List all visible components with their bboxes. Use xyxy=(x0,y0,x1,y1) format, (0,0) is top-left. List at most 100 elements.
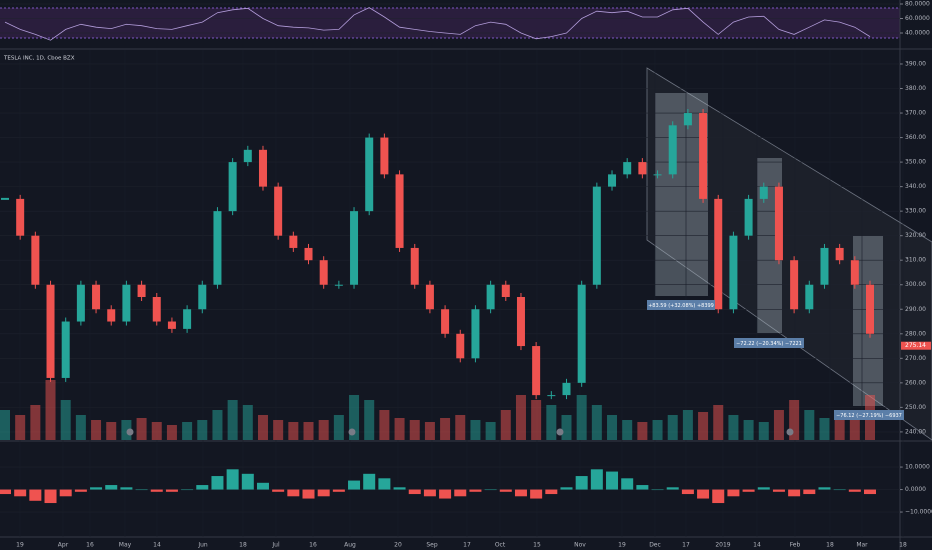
volume-bar xyxy=(394,418,405,440)
macd-bar xyxy=(241,473,254,490)
x-tick-label: Nov xyxy=(574,542,586,549)
y-tick-label: 340.00 xyxy=(905,183,926,190)
volume-bar xyxy=(607,415,618,440)
y-tick-label: 330.00 xyxy=(905,208,926,215)
macd-bar xyxy=(530,489,543,499)
y-tick-label: 360.00 xyxy=(905,134,926,141)
candle xyxy=(774,186,783,261)
candle xyxy=(213,211,222,285)
candle xyxy=(547,395,556,397)
chart-title: TESLA INC, 1D, Cboe BZX xyxy=(3,56,75,62)
macd-bar xyxy=(59,489,72,497)
volume-bar xyxy=(758,422,769,440)
macd-bar xyxy=(484,489,497,491)
candle xyxy=(1,197,9,200)
volume-bar xyxy=(622,420,633,440)
candle xyxy=(258,149,267,187)
volume-bar xyxy=(591,405,602,440)
y-tick-label: 280.00 xyxy=(905,330,926,337)
volume-bar xyxy=(197,420,208,440)
candle xyxy=(289,235,298,248)
macd-bar xyxy=(818,487,831,490)
x-tick-label: 18 xyxy=(239,542,247,549)
volume-bar xyxy=(789,400,800,440)
macd-bar xyxy=(272,489,285,492)
macd-bar xyxy=(105,485,118,490)
macd-bar xyxy=(848,489,861,492)
x-tick-label: 2019 xyxy=(715,542,730,549)
macd-bar xyxy=(651,489,664,491)
volume-bar xyxy=(91,420,102,440)
volume-bar xyxy=(728,415,739,440)
x-tick-label: 17 xyxy=(463,542,471,549)
candle xyxy=(441,309,450,334)
y-tick-label: 40.0000 xyxy=(905,29,930,36)
y-tick-label: 350.00 xyxy=(905,159,926,166)
macd-bar xyxy=(74,489,87,492)
candle xyxy=(729,235,738,310)
macd-bar xyxy=(712,489,725,504)
volume-bar xyxy=(849,415,860,440)
volume-bar xyxy=(713,405,724,440)
candle xyxy=(820,247,829,285)
candle xyxy=(714,198,723,310)
candle xyxy=(365,137,374,212)
macd-bar xyxy=(378,478,391,490)
last-price-label: 275.14 xyxy=(905,342,926,349)
x-tick-label: Jun xyxy=(197,542,208,549)
macd-bar xyxy=(590,469,603,490)
macd-bar xyxy=(317,489,330,497)
candle xyxy=(835,247,844,261)
x-tick-label: Mar xyxy=(856,542,868,549)
volume-bar xyxy=(576,395,587,440)
macd-bar xyxy=(621,478,634,490)
candle xyxy=(334,284,343,286)
macd-bar xyxy=(727,489,740,497)
volume-bar xyxy=(151,422,162,440)
candle xyxy=(653,174,662,176)
volume-bar xyxy=(106,422,117,440)
macd-bar xyxy=(348,480,361,490)
macd-bar xyxy=(0,489,11,495)
volume-bar xyxy=(0,410,10,440)
volume-bar xyxy=(546,405,557,440)
x-tick-label: May xyxy=(119,542,132,549)
y-tick-label: 270.00 xyxy=(905,355,926,362)
volume-bar xyxy=(288,422,299,440)
macd-bar xyxy=(636,485,649,490)
macd-bar xyxy=(14,489,27,497)
macd-bar xyxy=(150,489,163,492)
x-tick-label: 16 xyxy=(309,542,317,549)
volume-bar xyxy=(227,400,238,440)
x-tick-label: 19 xyxy=(16,542,24,549)
volume-bar xyxy=(470,420,481,440)
x-tick-label: 18 xyxy=(899,542,907,549)
volume-bar xyxy=(15,415,26,440)
volume-bar xyxy=(349,395,360,440)
candle xyxy=(350,211,359,285)
y-tick-label: 80.0000 xyxy=(905,0,930,7)
volume-bar xyxy=(303,422,314,440)
x-tick-label: Feb xyxy=(790,542,801,549)
macd-bar xyxy=(803,489,816,495)
volume-bar xyxy=(273,420,284,440)
x-tick-label: 20 xyxy=(394,542,402,549)
macd-bar xyxy=(302,489,315,499)
candle xyxy=(425,284,434,310)
x-tick-label: 17 xyxy=(682,542,690,549)
candle xyxy=(532,346,541,396)
macd-bar xyxy=(681,489,694,495)
x-tick-label: 19 xyxy=(618,542,626,549)
macd-bar xyxy=(363,473,376,490)
y-tick-label: 380.00 xyxy=(905,85,926,92)
candle xyxy=(395,174,404,248)
candle xyxy=(61,321,70,378)
y-tick-label: 10.0000 xyxy=(905,464,930,471)
macd-bar xyxy=(211,476,224,490)
macd-bar xyxy=(29,489,42,501)
measure-label-bg xyxy=(647,300,715,310)
x-tick-label: 15 xyxy=(533,542,541,549)
volume-bar xyxy=(455,415,466,440)
volume-bar xyxy=(364,400,375,440)
macd-bar xyxy=(514,489,527,497)
